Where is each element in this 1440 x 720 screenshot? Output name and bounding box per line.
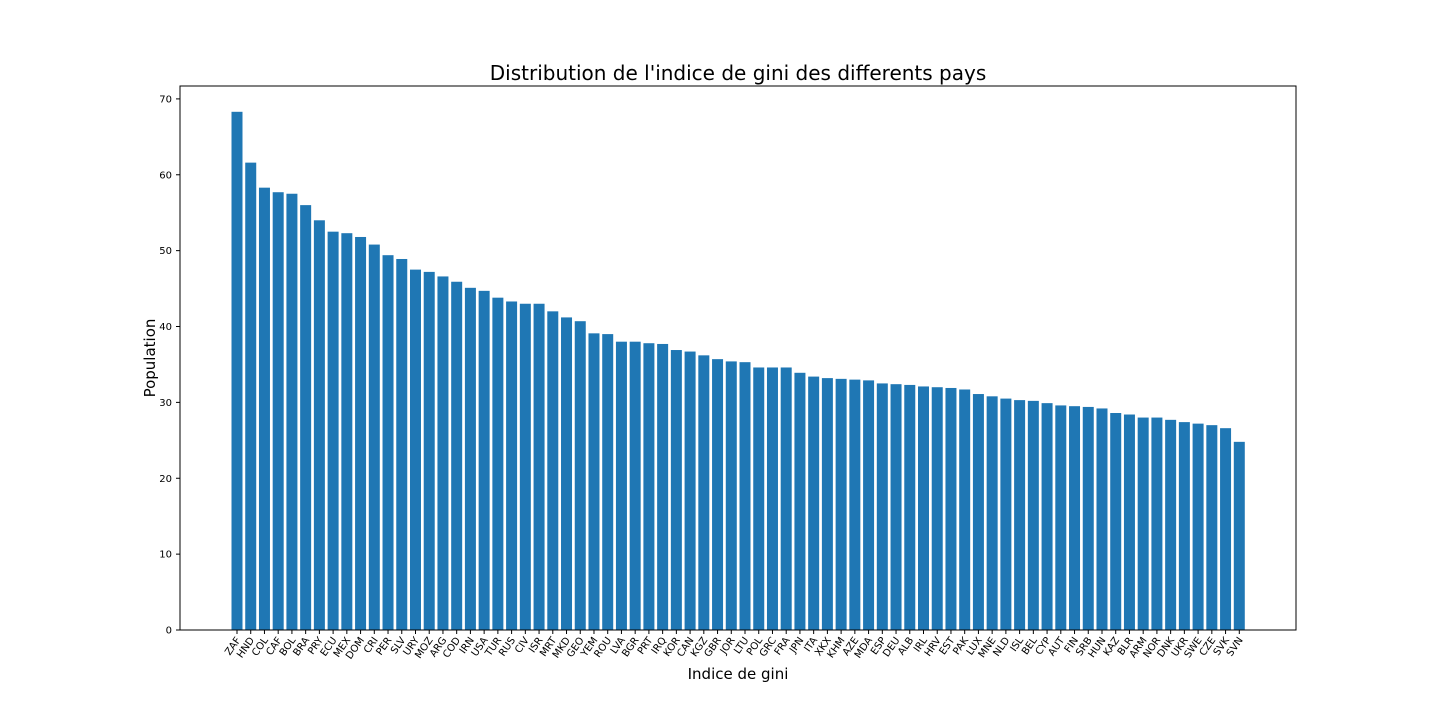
- y-tick-label: 10: [159, 550, 172, 561]
- bar-usa: [478, 290, 490, 630]
- bar-fin: [1069, 406, 1081, 630]
- chart-title: Distribution de l'indice de gini des dif…: [490, 61, 987, 85]
- bar-can: [684, 351, 696, 630]
- bar-alb: [904, 384, 916, 630]
- bar-nor: [1151, 417, 1163, 630]
- bar-prt: [643, 343, 655, 630]
- bar-bgr: [629, 341, 641, 630]
- bar-mrt: [547, 311, 559, 630]
- bar-isl: [1014, 400, 1026, 630]
- bar-ukr: [1178, 422, 1190, 630]
- y-axis: 0 10 20 30 40 50 60 70: [159, 94, 180, 637]
- bar-aut: [1055, 405, 1067, 630]
- bar-lva: [615, 341, 627, 630]
- bar-jor: [725, 361, 737, 630]
- plot-frame: [179, 85, 1297, 631]
- y-tick-label: 40: [159, 322, 172, 333]
- bar-srb: [1082, 406, 1094, 630]
- y-tick-label: 0: [166, 626, 172, 637]
- bar-dnk: [1165, 419, 1177, 630]
- bar-deu: [890, 384, 902, 630]
- bar-grc: [766, 367, 778, 630]
- bar-fra: [780, 367, 792, 630]
- x-axis: ZAFHNDCOLCAFBOLBRAPRYECUMEXDOMCRIPERSLVU…: [223, 630, 1246, 662]
- bar-khm: [835, 378, 847, 630]
- bar-ltu: [739, 362, 751, 630]
- y-tick-label: 60: [159, 170, 172, 181]
- bar-col: [258, 187, 270, 631]
- bar-geo: [574, 321, 586, 630]
- bar-isr: [533, 303, 545, 630]
- bar-mne: [986, 396, 998, 630]
- bar-mkd: [561, 317, 573, 630]
- bar-rou: [602, 334, 614, 630]
- bar-cri: [368, 244, 380, 630]
- bar-lux: [972, 394, 984, 630]
- bar-hnd: [245, 162, 257, 630]
- bars-group: [231, 111, 1245, 631]
- bar-est: [945, 387, 957, 630]
- y-axis-label: Population: [141, 319, 159, 398]
- bar-xkx: [821, 378, 833, 630]
- bar-aze: [849, 379, 861, 630]
- bar-kaz: [1110, 413, 1122, 630]
- bar-gbr: [712, 359, 724, 630]
- y-tick-label: 50: [159, 246, 172, 257]
- bar-per: [382, 255, 394, 630]
- bar-esp: [876, 383, 888, 630]
- bar-zaf: [231, 111, 243, 631]
- bar-caf: [272, 192, 284, 630]
- bar-bol: [286, 193, 298, 631]
- bar-irl: [918, 386, 929, 630]
- bar-pol: [753, 367, 765, 630]
- bar-civ: [519, 303, 531, 630]
- bar-cze: [1206, 425, 1218, 630]
- bar-ecu: [327, 231, 339, 631]
- bar-ita: [808, 376, 820, 630]
- bar-jpn: [794, 372, 806, 630]
- x-axis-label: Indice de gini: [688, 665, 789, 683]
- y-tick-label: 70: [159, 94, 172, 105]
- bar-dom: [355, 236, 367, 631]
- bar-svk: [1220, 428, 1232, 630]
- bar-moz: [423, 271, 435, 630]
- bar-tur: [492, 297, 504, 630]
- bar-irq: [657, 343, 669, 630]
- bar-kgz: [698, 355, 710, 630]
- y-tick-label: 20: [159, 474, 172, 485]
- bar-arg: [437, 276, 449, 630]
- bar-arm: [1137, 417, 1149, 630]
- bar-swe: [1192, 423, 1204, 630]
- bar-bel: [1027, 400, 1039, 630]
- bar-hrv: [931, 387, 943, 630]
- bar-rus: [506, 301, 518, 630]
- bar-pry: [313, 220, 325, 631]
- bar-cod: [451, 281, 463, 630]
- bar-pak: [959, 389, 971, 630]
- bar-blr: [1123, 414, 1135, 630]
- x-tick-label: SVN: [1225, 635, 1246, 658]
- bar-mex: [341, 233, 353, 630]
- bar-irn: [464, 287, 476, 630]
- bar-hun: [1096, 408, 1108, 630]
- bar-mda: [863, 380, 875, 630]
- bar-nld: [1000, 398, 1012, 630]
- bar-ury: [409, 269, 421, 630]
- bar-cyp: [1041, 403, 1053, 630]
- bar-bra: [300, 205, 312, 630]
- bar-slv: [396, 258, 408, 630]
- bar-kor: [670, 350, 682, 630]
- y-tick-label: 30: [159, 398, 172, 409]
- bar-svn: [1233, 441, 1245, 630]
- bar-yem: [588, 333, 600, 630]
